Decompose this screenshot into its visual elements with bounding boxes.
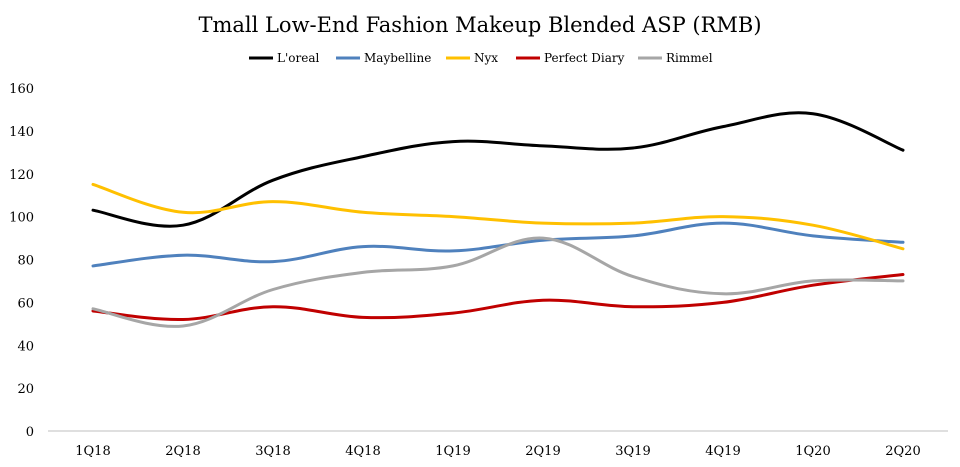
x-tick-label: 1Q20	[795, 444, 830, 459]
x-tick-label: 1Q18	[75, 444, 110, 459]
y-tick-label: 120	[9, 168, 34, 183]
x-axis-ticks: 1Q18 2Q18 3Q18 4Q18 1Q19 2Q19 3Q19 4Q19 1Q20 2Q20	[75, 444, 920, 459]
series-line-nyx	[91, 182, 905, 251]
legend-item-perfect-diary: Perfect Diary	[516, 51, 625, 65]
x-tick-label: 2Q19	[525, 444, 560, 459]
y-axis-ticks: 0 20 40 60 80 100 120 140 160	[9, 82, 34, 440]
x-tick-label: 3Q18	[255, 444, 290, 459]
legend-item-maybelline: Maybelline	[336, 51, 431, 65]
legend-label: Nyx	[474, 51, 498, 65]
y-tick-label: 60	[17, 296, 34, 311]
series-line-rimmel	[91, 236, 905, 328]
legend-label: L'oreal	[277, 51, 319, 65]
x-tick-label: 2Q20	[885, 444, 920, 459]
chart-title: Tmall Low-End Fashion Makeup Blended ASP…	[198, 13, 761, 37]
x-tick-label: 4Q18	[345, 444, 380, 459]
series-line-perfect-diary	[91, 273, 905, 322]
series-line-l-oreal	[91, 111, 905, 228]
x-tick-label: 4Q19	[705, 444, 740, 459]
x-tick-label: 1Q19	[435, 444, 470, 459]
series-lines	[91, 111, 905, 328]
legend-label: Perfect Diary	[544, 51, 625, 65]
legend-item-l-oreal: L'oreal	[249, 51, 319, 65]
series-line-maybelline	[91, 221, 905, 268]
legend-label: Maybelline	[364, 51, 431, 65]
y-tick-label: 140	[9, 125, 34, 140]
y-tick-label: 160	[9, 82, 34, 97]
y-tick-label: 40	[17, 339, 34, 354]
legend-item-rimmel: Rimmel	[638, 51, 713, 65]
legend-item-nyx: Nyx	[446, 51, 498, 65]
x-tick-label: 2Q18	[165, 444, 200, 459]
y-tick-label: 0	[26, 425, 34, 440]
y-tick-label: 80	[17, 254, 34, 269]
y-tick-label: 20	[17, 382, 34, 397]
legend-label: Rimmel	[666, 51, 713, 65]
legend: L'oreal Maybelline Nyx Perfect Diary Rimmel	[249, 51, 713, 65]
y-tick-label: 100	[9, 211, 34, 226]
x-tick-label: 3Q19	[615, 444, 650, 459]
